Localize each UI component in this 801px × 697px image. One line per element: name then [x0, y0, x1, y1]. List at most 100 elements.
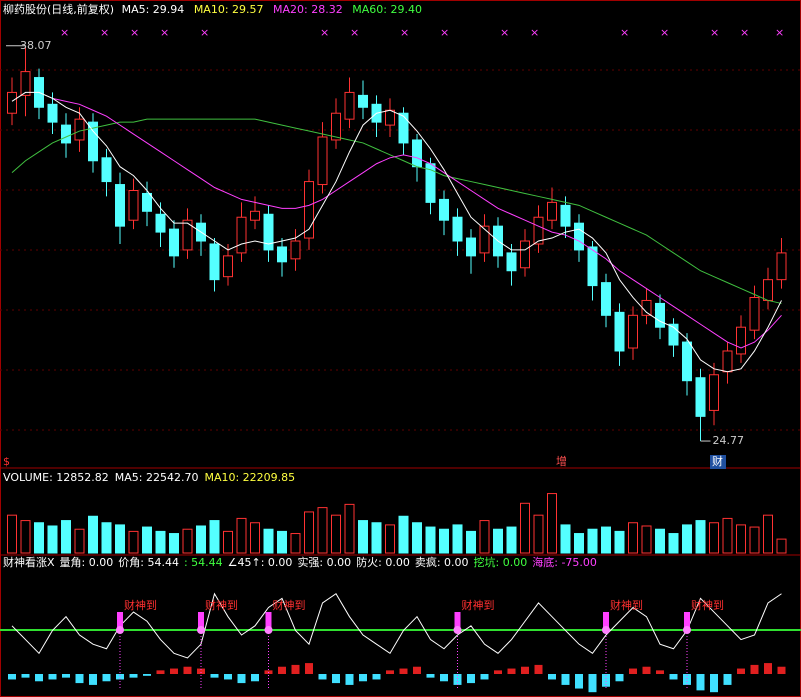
top-cross: × [740, 26, 749, 39]
candle-body [88, 121, 98, 162]
indicator-bar [75, 674, 84, 684]
top-cross: × [440, 26, 449, 39]
indicator-header-item: 财神看涨X [3, 555, 55, 569]
signal-bar [684, 612, 690, 630]
volume-bar [223, 530, 233, 554]
candle-body [614, 311, 625, 352]
volume-bar [74, 528, 85, 554]
volume-header-item: MA5: 22542.70 [115, 471, 199, 484]
candle-body [344, 91, 355, 120]
signal-dot [453, 626, 462, 634]
candle-body [304, 181, 314, 239]
top-cross: × [775, 26, 784, 39]
indicator-bar [750, 664, 759, 674]
candle-body [47, 103, 58, 123]
indicator-header-item: 量角: 0.00 [60, 556, 114, 569]
candle-body [209, 243, 220, 281]
signal-dot [602, 626, 610, 634]
signal-bar [265, 612, 272, 630]
ma-line [52, 97, 782, 349]
volume-bar [169, 533, 179, 554]
indicator-bar [440, 674, 448, 682]
volume-bar [331, 514, 341, 554]
indicator-bar [710, 674, 718, 693]
ma-line [11, 91, 782, 373]
top-cross: × [60, 26, 69, 39]
signal-label: 财神到 [691, 598, 724, 612]
indicator-header-item: : 54.44 [184, 556, 223, 569]
volume-bar [115, 524, 125, 554]
candle-body [466, 237, 476, 257]
price-header: 柳药股份(日线,前复权) MA5: 29.94 MA10: 29.57 MA20… [3, 2, 422, 16]
indicator-bar [588, 674, 597, 693]
volume-bar [236, 517, 247, 554]
low-label: 24.77 [713, 434, 745, 447]
volume-bar [776, 538, 787, 554]
volume-bar [533, 514, 544, 554]
volume-bar [101, 522, 112, 554]
candle-body [479, 225, 490, 254]
indicator-header: 财神看涨X 量角: 0.00 价角: 54.44: 54.44 ∠45↑: 0.00 实… [3, 555, 597, 569]
indicator-bar [467, 674, 475, 684]
indicator-bar [683, 674, 691, 685]
volume-bar [722, 517, 733, 554]
candle-body [520, 240, 530, 269]
stock-title: 柳药股份(日线,前复权) [3, 2, 114, 16]
signal-bar [117, 612, 123, 630]
indicator-header-item: 防火: 0.00 [356, 555, 410, 569]
candle-body [668, 323, 679, 346]
indicator-bar [291, 664, 300, 674]
candle-body [20, 71, 31, 96]
indicator-header-item: 海底: -75.00 [532, 555, 597, 569]
candle-body [182, 219, 193, 251]
signal-label: 财神到 [462, 598, 495, 612]
top-cross: × [400, 26, 409, 39]
volume-bar [560, 524, 571, 554]
candle-body [641, 299, 652, 316]
ma5-label: MA5: 29.94 [122, 3, 185, 16]
candle-body [601, 282, 611, 316]
indicator-bar [305, 663, 313, 674]
candle-body [763, 279, 773, 301]
candle-body [682, 341, 692, 382]
marker-cai: 财 [712, 454, 723, 468]
volume-bar [263, 528, 274, 554]
signal-dot [197, 626, 205, 634]
indicator-bar [521, 666, 529, 674]
indicator-bar [548, 674, 556, 680]
candle-body [587, 246, 598, 287]
indicator-bar [386, 670, 394, 674]
volume-bar [277, 530, 287, 554]
volume-bar [142, 526, 152, 554]
indicator-line [11, 592, 782, 659]
volume-bar [709, 522, 719, 554]
candle-body [61, 124, 71, 144]
corner-icon: $ [3, 455, 10, 468]
indicator-bar [197, 668, 205, 674]
indicator-bar [534, 664, 543, 674]
volume-bar [641, 525, 652, 554]
indicator-bar [62, 674, 70, 678]
indicator-bar [224, 674, 232, 680]
signal-bar [454, 612, 461, 630]
volume-bar [250, 522, 260, 554]
signal-bar [198, 612, 204, 630]
indicator-bar [480, 674, 489, 680]
volume-bar [155, 530, 166, 554]
indicator-bar [183, 666, 192, 674]
candle-body [358, 94, 368, 108]
volume-bar [196, 525, 206, 554]
signal-label: 财神到 [124, 598, 157, 612]
volume-bar [425, 526, 436, 554]
signal-label: 财神到 [205, 598, 238, 612]
volume-bar [587, 528, 598, 554]
candle-body [115, 184, 125, 227]
candle-body [223, 255, 233, 278]
indicator-header-item: 卖疯: 0.00 [415, 555, 469, 569]
top-cross: × [500, 26, 509, 39]
indicator-bar [372, 674, 381, 680]
candle-body [7, 91, 17, 114]
volume-bar [412, 522, 422, 554]
volume-bar [628, 522, 638, 554]
